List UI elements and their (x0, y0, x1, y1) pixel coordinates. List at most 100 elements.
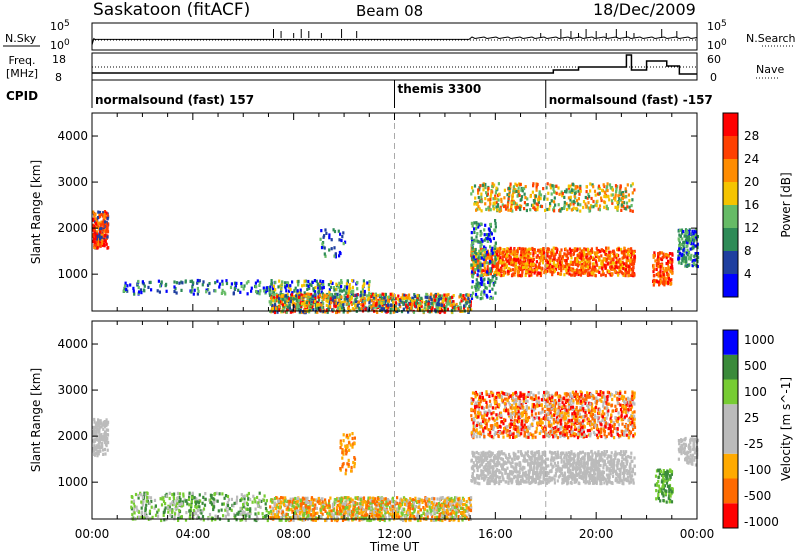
power-cell (621, 191, 625, 195)
power-cell (576, 254, 579, 258)
power-cell (471, 266, 475, 270)
power-cell (656, 257, 659, 261)
power-cell (245, 281, 248, 285)
power-cell (688, 255, 691, 259)
velocity-cell (132, 499, 136, 503)
power-cell (409, 298, 412, 302)
power-cell (603, 258, 606, 262)
power-cell (237, 288, 240, 292)
power-cell (578, 255, 581, 259)
velocity-cell (100, 437, 103, 441)
velocity-cell (330, 518, 333, 522)
power-cell (368, 283, 371, 287)
power-cell (470, 192, 473, 196)
freq-series-line (92, 54, 697, 75)
power-cell (655, 267, 658, 271)
power-cell (470, 285, 474, 289)
power-cell (610, 265, 613, 269)
power-cell (294, 286, 297, 290)
power-cell (570, 267, 573, 271)
power-cell (511, 209, 514, 213)
power-cell (335, 301, 338, 305)
power-cell (302, 310, 305, 314)
velocity-cell (409, 503, 412, 507)
power-cell (340, 305, 344, 309)
power-cell (685, 259, 688, 263)
power-cell (578, 261, 581, 265)
power-cell (180, 288, 183, 292)
power-cell (269, 302, 272, 306)
power-cell (437, 310, 440, 314)
power-cell (599, 249, 602, 253)
power-cell (568, 263, 571, 267)
power-cell (512, 261, 515, 265)
power-cell (349, 290, 352, 294)
power-cell (342, 303, 345, 307)
power-cell (552, 267, 555, 271)
velocity-cell (130, 505, 133, 509)
velocity-cell (272, 512, 275, 516)
power-cell (250, 289, 253, 293)
power-cell (364, 305, 367, 309)
power-cell (516, 255, 519, 259)
nave-tick-high: 60 (707, 53, 721, 66)
velocity-cell (105, 439, 108, 443)
power-cell (356, 304, 359, 308)
power-cell (122, 289, 125, 293)
power-cell (100, 241, 104, 245)
velocity-cell (433, 518, 436, 522)
power-cell (508, 256, 511, 260)
power-cell (515, 265, 519, 270)
power-cell (625, 201, 629, 205)
power-cell (325, 231, 328, 235)
velocity-cell (414, 499, 417, 503)
power-cell (308, 307, 311, 311)
power-cell (571, 273, 574, 277)
power-cell (554, 203, 557, 207)
power-cell (323, 252, 326, 256)
power-cell (317, 298, 321, 302)
power-cell (519, 207, 522, 212)
velocity-cell (137, 496, 140, 500)
power-cell (518, 182, 521, 186)
power-cell (633, 254, 636, 258)
power-cell (584, 202, 587, 206)
power-cell (507, 269, 510, 273)
velocity-cell (153, 506, 156, 510)
power-cell (290, 296, 293, 300)
power-cell (497, 198, 500, 202)
power-cell (586, 273, 590, 277)
power-cell (571, 182, 575, 186)
power-cell (291, 280, 294, 284)
power-cell (559, 254, 562, 258)
power-cell (621, 201, 624, 205)
power-cell (570, 273, 573, 277)
velocity-cell (253, 518, 256, 522)
power-cell (265, 286, 268, 290)
velocity-cell (360, 499, 363, 503)
power-cell (532, 203, 535, 207)
velocity-cell (95, 438, 98, 442)
velocity-cell (469, 503, 472, 507)
power-cell (312, 294, 315, 298)
power-cell (142, 282, 145, 286)
power-cell (354, 297, 357, 301)
power-cell (281, 297, 284, 302)
power-cell (582, 268, 585, 272)
power-cell (308, 282, 311, 286)
power-cell (346, 297, 349, 301)
power-cell (290, 293, 294, 297)
velocity-cell (422, 506, 425, 510)
power-cell (588, 263, 591, 267)
power-cell (493, 250, 496, 254)
power-cell (288, 306, 291, 310)
power-cell (368, 294, 371, 298)
power-cell (278, 279, 281, 283)
station-title: Saskatoon (fitACF) (93, 0, 251, 20)
velocity-cell (159, 497, 162, 501)
power-cell (546, 247, 549, 251)
power-cell (482, 257, 485, 261)
power-cell (587, 192, 590, 196)
power-cell (633, 256, 636, 260)
velocity-cell (188, 509, 191, 513)
